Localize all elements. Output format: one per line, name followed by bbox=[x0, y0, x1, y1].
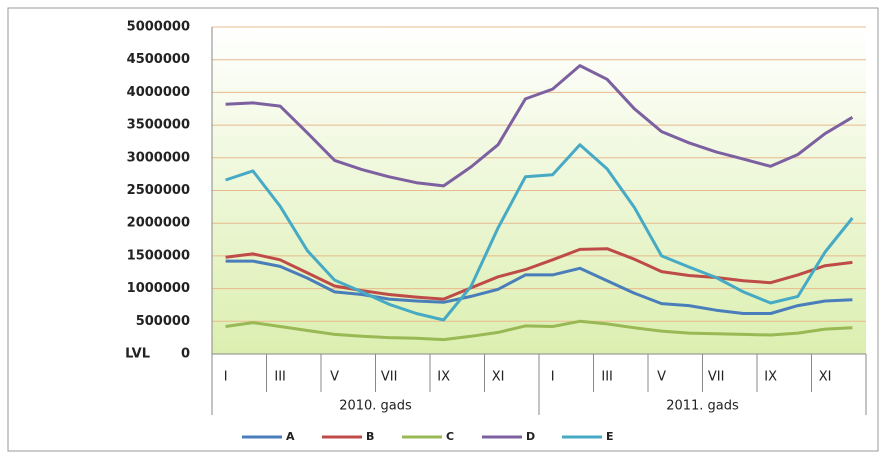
legend-label: D bbox=[526, 430, 535, 443]
x-tick-label: V bbox=[330, 370, 339, 385]
y-tick-label: 3000000 bbox=[127, 150, 190, 165]
y-tick-label: 3500000 bbox=[127, 118, 190, 133]
x-tick-label: VII bbox=[381, 370, 398, 385]
x-tick-label: IX bbox=[437, 370, 450, 385]
x-tick-label: VII bbox=[708, 370, 725, 385]
y-tick-label: 4000000 bbox=[127, 85, 190, 100]
line-series bbox=[225, 143, 854, 322]
legend-label: A bbox=[286, 430, 295, 443]
legend: A B C D E bbox=[242, 430, 614, 443]
line-series bbox=[225, 319, 853, 342]
y-tick-label: 500000 bbox=[136, 314, 190, 329]
line-series bbox=[225, 247, 853, 301]
y-tick-label: 0 bbox=[181, 347, 190, 362]
y-tick-label: 1500000 bbox=[127, 248, 190, 263]
legend-label: E bbox=[606, 430, 614, 443]
x-tick-label: XI bbox=[492, 370, 505, 385]
x-tick-label: III bbox=[601, 370, 613, 385]
y-tick-label: 2000000 bbox=[127, 216, 190, 231]
line-series bbox=[225, 64, 854, 188]
y-tick-label: 1000000 bbox=[127, 281, 190, 296]
y-tick-label: 2500000 bbox=[127, 183, 190, 198]
legend-label: C bbox=[446, 430, 454, 443]
y-axis-label: LVL bbox=[125, 347, 150, 362]
y-tick-label: 5000000 bbox=[127, 20, 190, 35]
x-tick-label: III bbox=[274, 370, 286, 385]
x-tick-label: IX bbox=[764, 370, 777, 385]
x-group-label: 2010. gads bbox=[339, 399, 412, 414]
legend-label: B bbox=[366, 430, 374, 443]
x-tick-label: XI bbox=[819, 370, 832, 385]
y-tick-label: 4500000 bbox=[127, 52, 190, 67]
line-series bbox=[225, 259, 853, 315]
x-tick-label: I bbox=[224, 370, 228, 385]
x-group-label: 2011. gads bbox=[666, 399, 739, 414]
x-tick-label: I bbox=[551, 370, 555, 385]
x-tick-label: V bbox=[657, 370, 666, 385]
